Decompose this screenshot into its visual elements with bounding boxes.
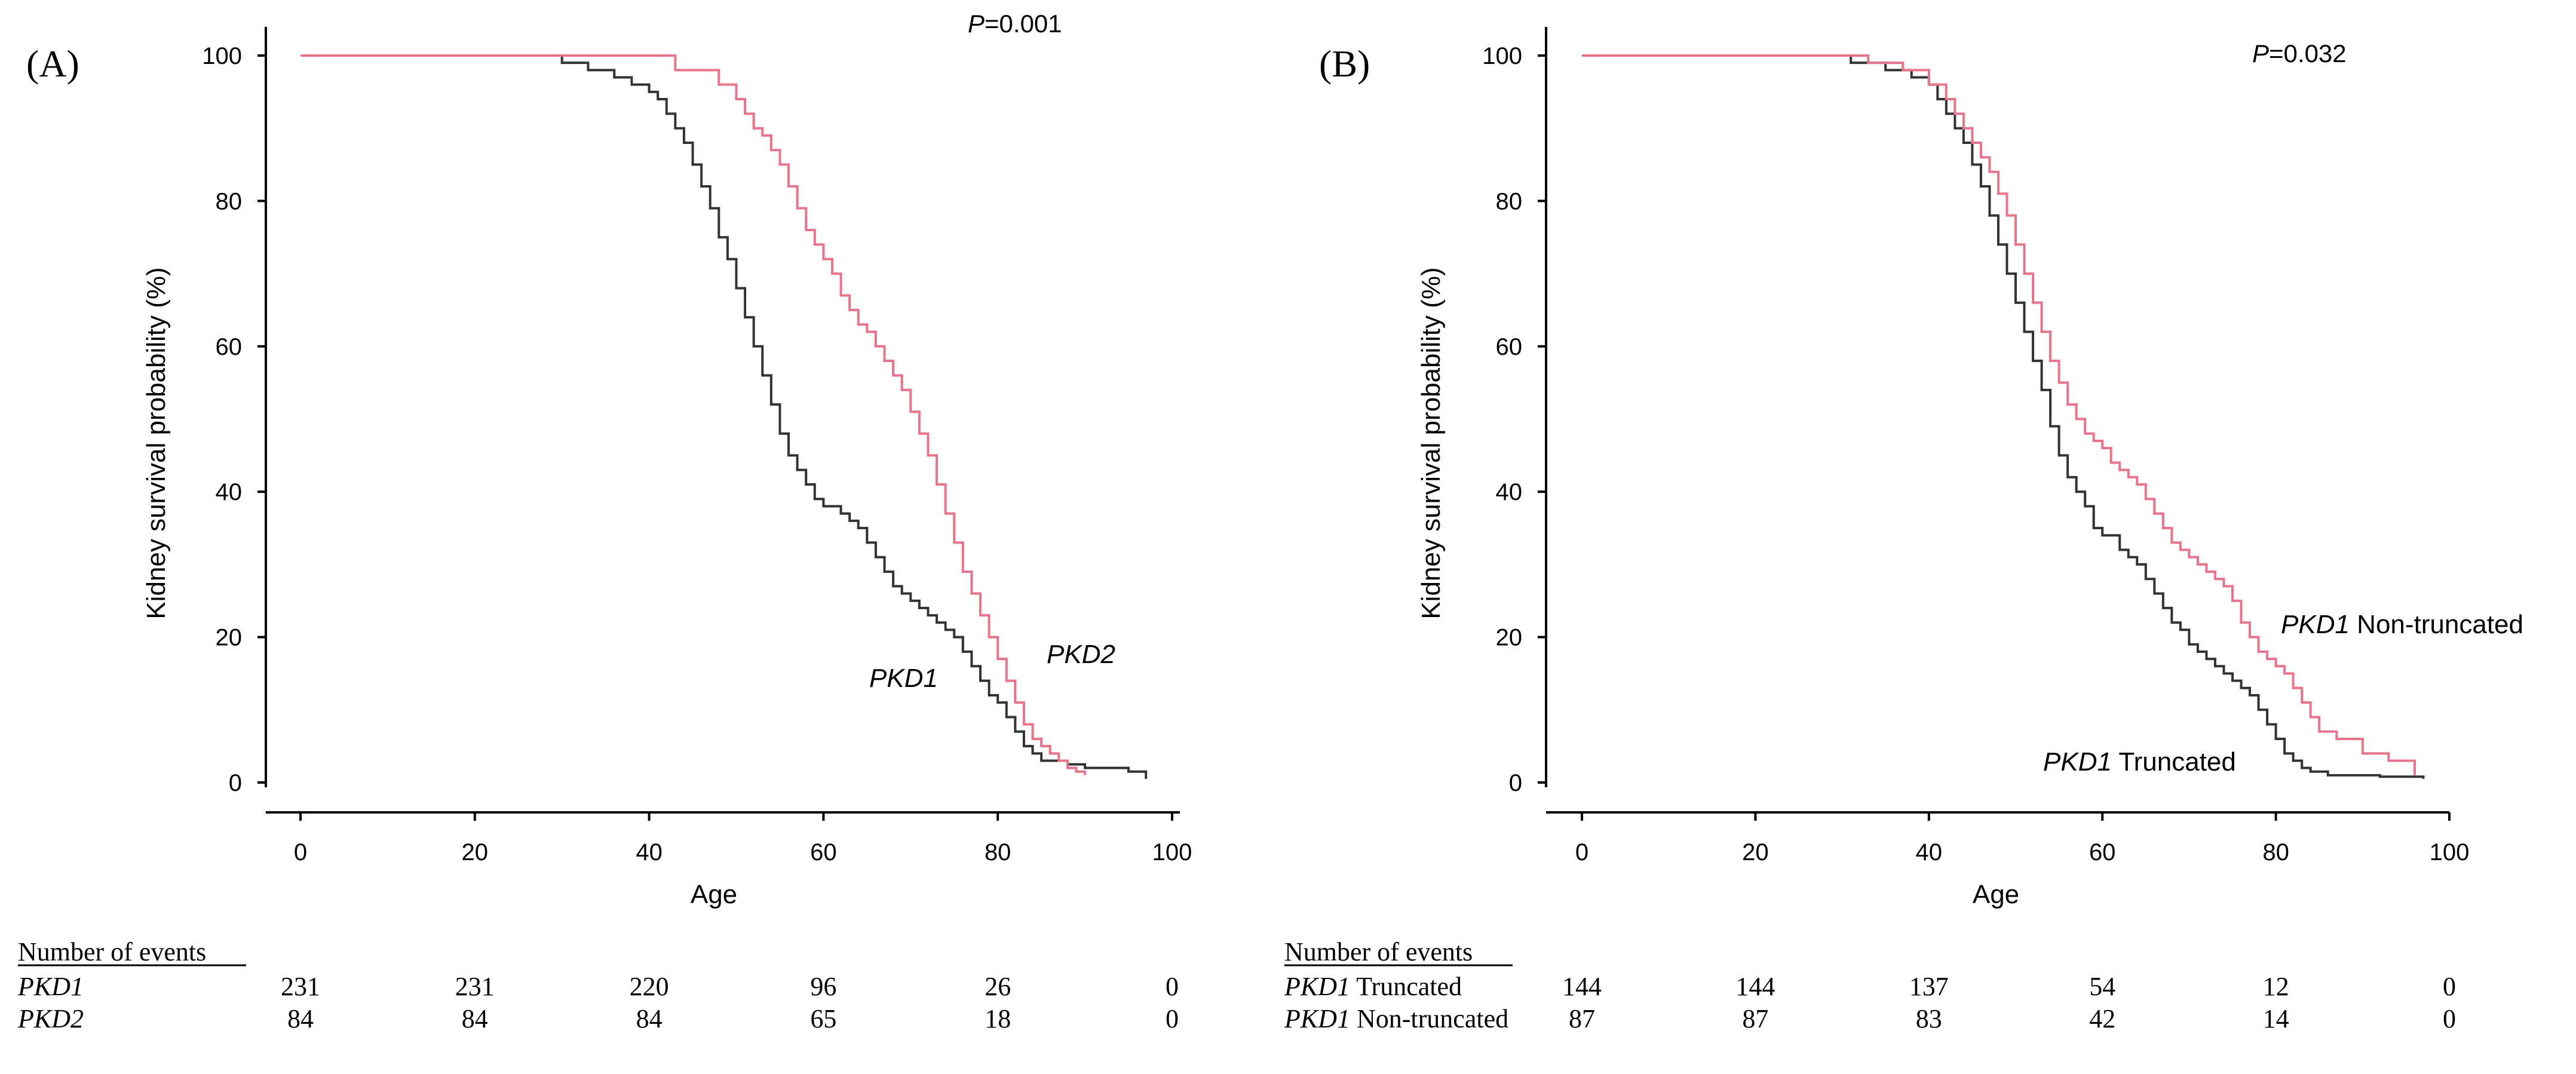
x-tick-label: 60 [2089, 839, 2116, 866]
panel-a-risk-row-label: PKD2 [17, 1004, 84, 1033]
risk-table-cell: 84 [287, 1004, 314, 1033]
risk-table-cell: 144 [1562, 972, 1602, 1001]
panel-a: (A) P=0.001 0 20 40 60 80 100 0 20 40 60 80 100 Ag… [17, 10, 1192, 1033]
panel-b-p-value: P=0.032 [2252, 39, 2347, 67]
panel-b: (B) P=0.032 0 20 40 60 80 100 0 20 40 60 80 100 Ag… [1284, 27, 2523, 1033]
x-tick-label: 80 [2262, 839, 2289, 866]
risk-table-cell: 65 [810, 1004, 836, 1033]
panel-b-risk-values: 144 144 137 54 12 0 87 87 83 42 14 0 [1562, 972, 2456, 1033]
y-tick-label: 100 [202, 43, 242, 69]
panel-a-risk-values: 231 231 220 96 26 0 84 84 84 65 18 0 [281, 972, 1179, 1033]
x-tick-label: 40 [636, 839, 663, 866]
risk-table-cell: 137 [1909, 972, 1949, 1001]
x-tick-label: 20 [462, 839, 489, 866]
risk-table-cell: 144 [1735, 972, 1775, 1001]
risk-table-cell: 18 [985, 1004, 1011, 1033]
panel-b-x-axis-title: Age [1973, 880, 2019, 909]
risk-table-cell: 96 [810, 972, 836, 1001]
x-tick-label: 40 [1916, 839, 1943, 866]
x-tick-label: 60 [810, 839, 837, 866]
risk-table-cell: 87 [1742, 1004, 1768, 1033]
panel-a-label: (A) [26, 42, 79, 85]
risk-table-cell: 84 [462, 1004, 488, 1033]
risk-table-cell: 84 [636, 1004, 663, 1033]
panel-b-label: (B) [1319, 42, 1370, 85]
risk-table-cell: 12 [2263, 972, 2289, 1001]
panel-a-p-value: P=0.001 [968, 10, 1062, 38]
x-tick-label: 20 [1742, 839, 1769, 866]
panel-a-y-ticks: 0 20 40 60 80 100 [202, 43, 266, 796]
y-tick-label: 20 [216, 625, 243, 651]
panel-a-pkd2-label: PKD2 [1047, 640, 1115, 669]
panel-b-non-truncated-label: PKD1 Non-truncated [2281, 610, 2523, 639]
risk-table-cell: 83 [1916, 1004, 1942, 1033]
y-tick-label: 20 [1496, 625, 1523, 651]
panel-b-x-ticks: 0 20 40 60 80 100 [1575, 812, 2470, 866]
y-tick-label: 40 [216, 479, 243, 505]
risk-table-cell: 14 [2263, 1004, 2289, 1033]
panel-b-non-truncated-curve [1582, 54, 2416, 775]
y-tick-label: 100 [1482, 43, 1522, 69]
panel-a-x-ticks: 0 20 40 60 80 100 [294, 812, 1192, 866]
panel-b-risk-row-label: PKD1 Truncated [1284, 972, 1462, 1001]
risk-table-cell: 0 [1166, 1004, 1179, 1033]
x-tick-label: 80 [985, 839, 1011, 866]
risk-table-cell: 231 [455, 972, 495, 1001]
panel-a-x-axis-title: Age [691, 880, 737, 909]
risk-table-cell: 0 [2443, 1004, 2456, 1033]
panel-a-pkd2-curve [300, 54, 1087, 775]
risk-table-cell: 26 [985, 972, 1011, 1001]
panel-b-truncated-label: PKD1 Truncated [2043, 747, 2236, 777]
x-tick-label: 0 [294, 839, 307, 866]
x-tick-label: 0 [1575, 839, 1588, 866]
risk-table-cell: 220 [630, 972, 669, 1001]
risk-table-cell: 87 [1569, 1004, 1595, 1033]
panel-b-y-axis-title: Kidney survival probability (%) [1416, 267, 1446, 619]
panel-b-risk-row-label: PKD1 Non-truncated [1284, 1004, 1508, 1033]
panel-b-y-ticks: 0 20 40 60 80 100 [1482, 43, 1546, 796]
x-tick-label: 100 [1152, 839, 1192, 866]
y-tick-label: 80 [216, 188, 243, 214]
panel-a-risk-row-label: PKD1 [17, 972, 84, 1001]
panel-a-risk-table-header: Number of events [18, 937, 206, 966]
y-tick-label: 60 [216, 334, 243, 360]
risk-table-cell: 42 [2089, 1004, 2115, 1033]
panel-a-pkd1-curve [300, 54, 1148, 779]
panel-a-pkd1-label: PKD1 [869, 664, 938, 693]
panel-b-risk-table-header: Number of events [1284, 937, 1473, 966]
y-tick-label: 0 [1509, 770, 1522, 796]
risk-table-cell: 0 [1166, 972, 1179, 1001]
risk-table-cell: 231 [281, 972, 320, 1001]
y-tick-label: 80 [1496, 188, 1523, 214]
y-tick-label: 40 [1496, 479, 1523, 505]
panel-b-truncated-curve [1582, 54, 2425, 779]
x-tick-label: 100 [2430, 839, 2470, 866]
risk-table-cell: 0 [2443, 972, 2456, 1001]
y-tick-label: 0 [229, 770, 242, 796]
y-tick-label: 60 [1496, 334, 1523, 360]
risk-table-cell: 54 [2089, 972, 2115, 1001]
panel-a-y-axis-title: Kidney survival probability (%) [142, 267, 171, 619]
